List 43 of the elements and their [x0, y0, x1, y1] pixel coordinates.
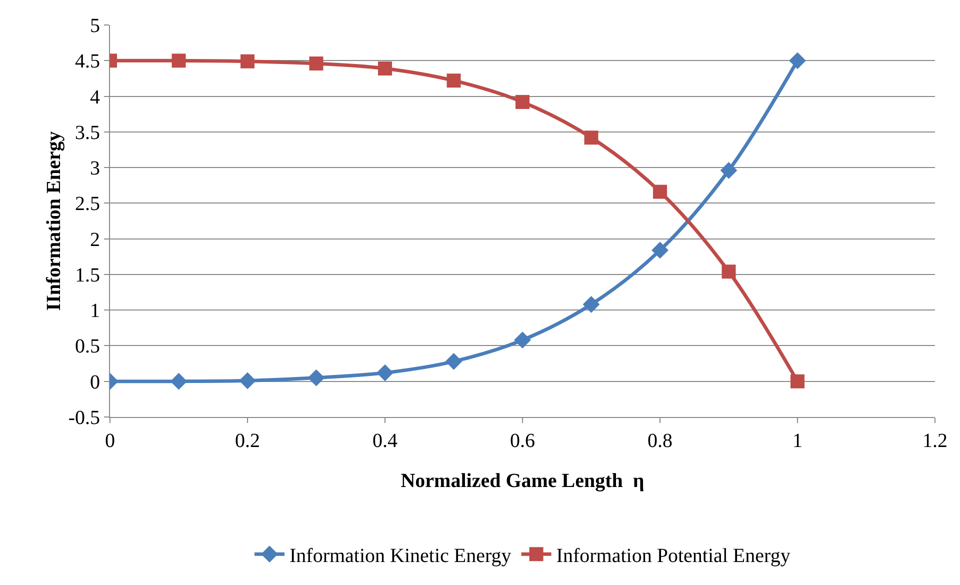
y-tick-label: 1 [90, 300, 100, 322]
point [378, 61, 392, 76]
point [240, 54, 254, 68]
legend-label: Information Kinetic Energy [290, 544, 512, 567]
point [790, 374, 804, 388]
point [516, 94, 530, 109]
y-tick-label: 0 [90, 371, 100, 394]
point [308, 369, 325, 386]
x-tick-label: 0.6 [510, 430, 535, 452]
point [239, 372, 256, 390]
y-tick-label: 3.5 [75, 122, 100, 144]
x-tick-label: 0.8 [648, 430, 672, 452]
point [652, 242, 668, 259]
point [309, 56, 324, 70]
point [722, 264, 736, 279]
point [789, 52, 806, 70]
point [653, 184, 667, 199]
x-tick-label: 0 [105, 430, 115, 452]
y-tick-label: 5 [90, 15, 100, 37]
y-axis-title: IInformation Energy [43, 131, 65, 311]
x-axis-title: Normalized Game Length η [400, 470, 644, 492]
y-tick-label: 1.5 [75, 264, 100, 286]
point [584, 130, 598, 145]
point [376, 364, 394, 382]
point [445, 352, 462, 370]
x-tick-label: 0.2 [235, 430, 260, 452]
y-tick-label: 3 [90, 158, 100, 180]
x-tick-label: 1 [792, 430, 802, 452]
y-tick-label: -0.5 [68, 407, 100, 429]
y-tick-label: 2 [90, 228, 100, 251]
x-tick-label: 1.2 [922, 430, 948, 452]
y-tick-label: 4.5 [75, 50, 100, 73]
point [170, 372, 188, 390]
point [446, 74, 461, 88]
y-tick-label: 0.5 [75, 336, 100, 358]
point [172, 54, 186, 68]
x-tick-label: 0.4 [372, 430, 398, 452]
point [582, 296, 600, 313]
y-tick-label: 4 [90, 86, 100, 108]
point [720, 162, 738, 179]
legend-label: Information Potential Energy [556, 544, 790, 567]
y-tick-label: 2.5 [75, 193, 100, 216]
point [514, 332, 531, 348]
